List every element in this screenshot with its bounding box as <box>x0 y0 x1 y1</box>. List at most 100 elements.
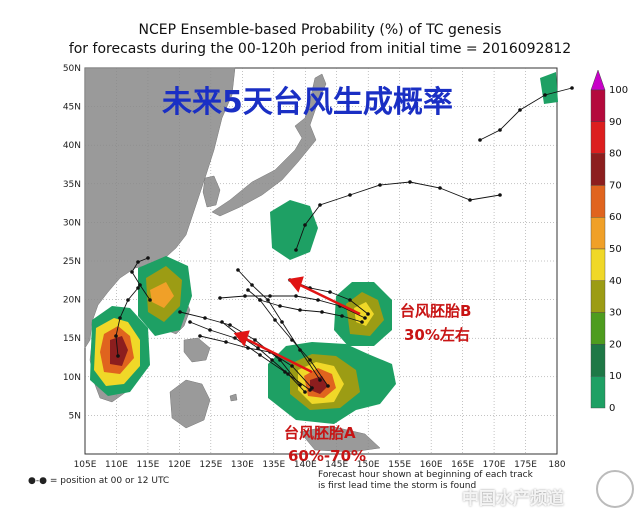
contour-b-yellow <box>354 302 374 326</box>
track-dot <box>303 223 307 227</box>
longitude-label: 160E <box>420 460 443 470</box>
track-dot <box>136 260 140 264</box>
latitude-label: 20N <box>63 296 81 306</box>
longitude-label: 105E <box>74 460 97 470</box>
colorbar-label: 10 <box>609 371 622 382</box>
track-dot <box>318 378 322 382</box>
longitude-label: 135E <box>262 460 285 470</box>
track-dot <box>298 348 302 352</box>
colorbar-segment <box>590 216 606 250</box>
track-dot <box>278 358 282 362</box>
longitude-label: 125E <box>199 460 222 470</box>
latitude-label: 30N <box>63 218 81 228</box>
track-dot <box>130 270 134 274</box>
colorbar-label: 30 <box>609 308 622 319</box>
map-subtitle: for forecasts during the 00-120h period … <box>68 41 572 57</box>
longitude-label: 145E <box>325 460 348 470</box>
track-dot <box>236 268 240 272</box>
borneo <box>169 379 211 429</box>
track-dot <box>290 338 294 342</box>
colorbar-label: 20 <box>609 339 622 350</box>
motion-arrows <box>233 276 361 374</box>
track-dot <box>308 358 312 362</box>
colorbar-segment <box>590 89 606 122</box>
note-line-2: is first lead time the storm is found <box>318 481 477 491</box>
track-dot <box>228 323 232 327</box>
track-dot <box>266 298 270 302</box>
track-dot <box>363 316 367 320</box>
track-dot <box>148 298 152 302</box>
embryo-b-label: 台风胚胎B <box>400 302 471 320</box>
track-dot <box>468 198 472 202</box>
track-dot <box>310 386 314 390</box>
probability-contours <box>90 72 558 424</box>
position-legend: ●-● = position at 00 or 12 UTC <box>28 476 169 486</box>
track-dot <box>278 304 282 308</box>
latitude-label: 10N <box>63 373 81 383</box>
track-dot <box>233 336 237 340</box>
track-dot <box>268 294 272 298</box>
longitude-label: 115E <box>136 460 159 470</box>
track-dot <box>498 193 502 197</box>
track-dot <box>250 283 254 287</box>
colorbar-segment <box>590 280 606 313</box>
track-dot <box>298 308 302 312</box>
longitude-label: 155E <box>388 460 411 470</box>
latitude-label: 40N <box>63 141 81 151</box>
mindanao <box>183 337 211 363</box>
track-dot <box>116 354 120 358</box>
longitude-label: 150E <box>357 460 380 470</box>
colorbar-label: 40 <box>609 276 622 287</box>
track-dot <box>294 294 298 298</box>
track-dot <box>220 320 224 324</box>
track-dot <box>348 298 352 302</box>
latitude-label: 5N <box>69 411 81 421</box>
colorbar-label: 100 <box>609 85 628 96</box>
track-dot <box>408 180 412 184</box>
colorbar-label: 60 <box>609 212 622 223</box>
track-dot <box>188 320 192 324</box>
embryo-a-probability: 60%-70% <box>288 447 366 465</box>
track-dot <box>294 248 298 252</box>
colorbar-segment <box>590 121 606 154</box>
colorbar-segment <box>590 248 606 281</box>
colorbar-label: 0 <box>609 403 615 414</box>
colorbar-label: 70 <box>609 180 622 191</box>
latitude-label: 25N <box>63 257 81 267</box>
track-dot <box>136 286 140 290</box>
track-dot <box>258 298 262 302</box>
forecast-note: Forecast hour shown at beginning of each… <box>318 470 533 492</box>
embryo-a-label: 台风胚胎A <box>284 424 356 442</box>
longitude-label: 140E <box>294 460 317 470</box>
colorbar-segment <box>590 185 606 218</box>
track-dot <box>340 314 344 318</box>
longitude-label: 120E <box>168 460 191 470</box>
longitude-label: 175E <box>514 460 537 470</box>
longitude-labels: 105E 110E 115E 120E 125E 130E 135E 140E 145E 150E… <box>74 460 566 470</box>
track-dot <box>256 346 260 350</box>
legend-dots-icon: ●-● <box>28 476 47 486</box>
contour-taiwan-orange <box>150 282 174 308</box>
legend-text: = position at 00 or 12 UTC <box>49 476 170 486</box>
track-dot <box>243 294 247 298</box>
track-dot <box>318 203 322 207</box>
track-dot <box>280 320 284 324</box>
track-dot <box>253 338 257 342</box>
track-dot <box>178 310 182 314</box>
track-dot <box>146 256 150 260</box>
track-dot <box>224 340 228 344</box>
colorbar-segment <box>590 376 606 409</box>
track-dot <box>270 358 274 362</box>
contour-west-red <box>110 336 128 366</box>
track-dot <box>328 290 332 294</box>
longitude-label: 110E <box>105 460 128 470</box>
watermark-text: 中国水产频道 <box>462 489 564 509</box>
track-dot <box>286 372 290 376</box>
longitude-label: 180 <box>548 460 565 470</box>
track-dot <box>208 328 212 332</box>
colorbar-label: 50 <box>609 244 622 255</box>
embryo-b-probability: 30%左右 <box>404 326 470 344</box>
colorbar-label: 90 <box>609 117 622 128</box>
